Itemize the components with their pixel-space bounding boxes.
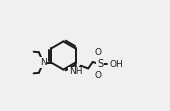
Text: S: S bbox=[97, 59, 103, 69]
Text: O: O bbox=[95, 71, 101, 80]
Text: N: N bbox=[40, 58, 47, 67]
Text: O: O bbox=[95, 48, 101, 57]
Text: NH: NH bbox=[69, 67, 83, 76]
Text: OH: OH bbox=[109, 60, 123, 69]
